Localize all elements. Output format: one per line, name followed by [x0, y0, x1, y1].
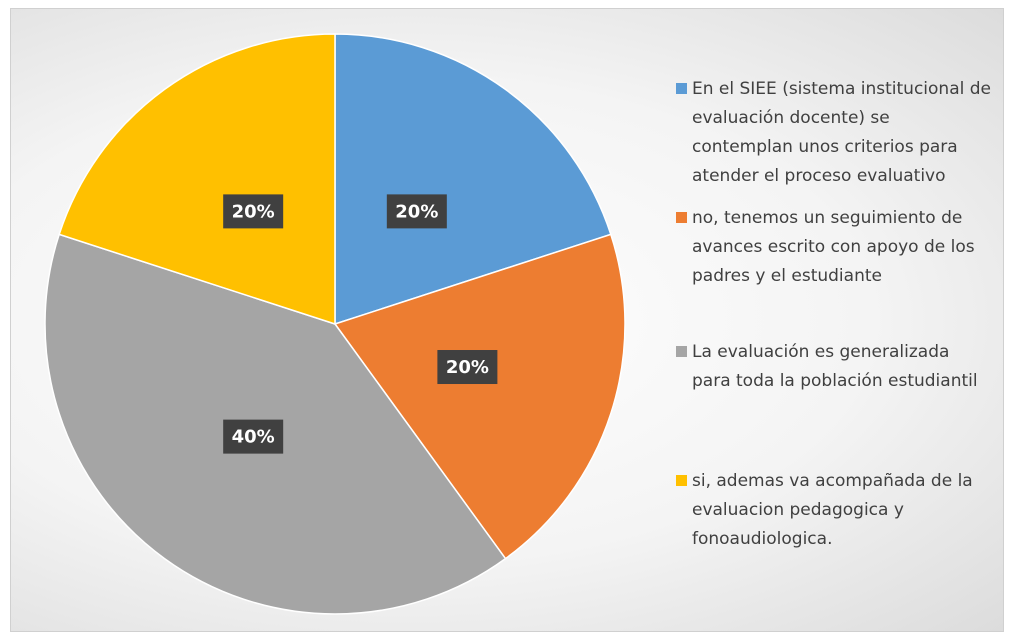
legend-swatch — [676, 212, 687, 223]
legend-swatch — [676, 83, 687, 94]
legend-label: La evaluación es generalizada para toda … — [692, 342, 978, 391]
legend-swatch — [676, 346, 687, 357]
data-label-box — [386, 194, 447, 229]
data-label: 20% — [232, 201, 275, 222]
legend-label: En el SIEE (sistema institucional de eva… — [692, 79, 991, 186]
pie-slice — [58, 33, 336, 326]
pie-slice — [333, 233, 626, 560]
legend-label: si, ademas va acompañada de la evaluacio… — [692, 471, 973, 549]
data-label: 20% — [395, 201, 438, 222]
legend-item: La evaluación es generalizada para toda … — [676, 338, 996, 396]
legend-item: no, tenemos un seguimiento de avances es… — [676, 204, 996, 291]
legend-swatch — [676, 475, 687, 486]
data-label: 20% — [446, 357, 489, 378]
data-label-box — [223, 419, 284, 454]
data-label-box — [437, 350, 498, 385]
data-label: 40% — [232, 427, 275, 448]
pie-slice — [334, 33, 612, 326]
legend-item: si, ademas va acompañada de la evaluacio… — [676, 467, 996, 554]
legend-item: En el SIEE (sistema institucional de eva… — [676, 75, 996, 191]
legend-label: no, tenemos un seguimiento de avances es… — [692, 208, 975, 286]
data-label-box — [223, 194, 284, 229]
